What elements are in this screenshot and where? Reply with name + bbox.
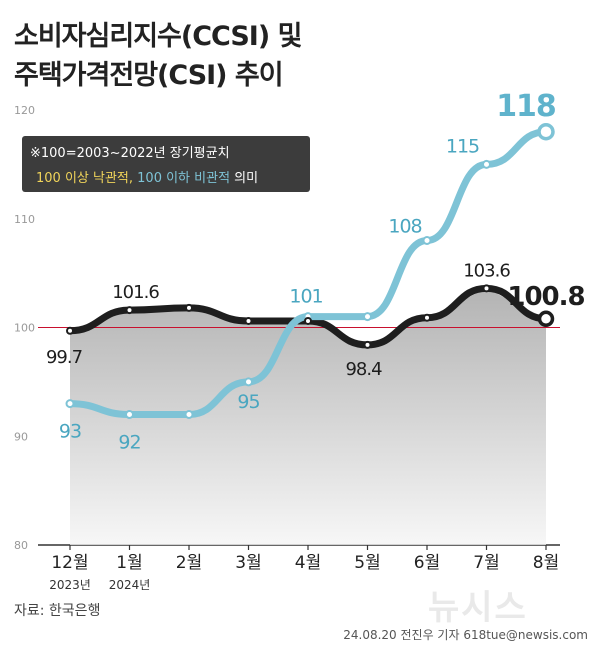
watermark: 뉴시스 [428, 588, 528, 628]
legend-box [22, 136, 310, 192]
csi-data-point [65, 399, 75, 409]
ccsi-area [70, 288, 546, 545]
byline: 24.08.20 전진우 기자 618tue@newsis.com [343, 628, 588, 642]
x-tick-label: 2월 [176, 553, 202, 573]
legend-note: ※100=2003~2022년 장기평균치 [30, 146, 230, 161]
ccsi-data-point [537, 310, 555, 328]
y-tick-label: 90 [14, 430, 28, 443]
x-tick-label: 6월 [414, 553, 440, 573]
csi-data-point [125, 410, 134, 419]
source-note: 자료: 한국은행 [14, 603, 101, 619]
csi-series-line [66, 128, 550, 418]
csi-data-point [422, 236, 432, 245]
csi-data-label: 101 [289, 286, 322, 308]
csi-data-label: 115 [446, 135, 479, 157]
csi-data-point [244, 377, 253, 387]
legend-meaning: 100 이상 낙관적, 100 이하 비관적 의미 [36, 171, 258, 186]
legend-suffix: 의미 [230, 171, 258, 186]
ccsi-series-line [66, 284, 550, 349]
ccsi-data-point [185, 303, 193, 312]
csi-data-label: 95 [237, 391, 259, 413]
csi-data-label: 118 [496, 89, 556, 124]
x-tick-label: 5월 [354, 553, 380, 573]
ccsi-data-label: 98.4 [345, 359, 382, 380]
ccsi-data-point [304, 316, 312, 325]
csi-data-label: 108 [388, 216, 421, 238]
ccsi-data-label: 103.6 [463, 260, 510, 281]
y-tick-label: 120 [14, 104, 35, 117]
x-tick-label: 7월 [473, 553, 499, 573]
chart-title-line-2: 주택가격전망(CSI) 추이 [14, 60, 284, 91]
ccsi-data-point [423, 313, 431, 322]
csi-data-label: 92 [118, 432, 140, 454]
x-tick-label: 12월 [51, 553, 88, 573]
csi-data-point [482, 159, 491, 169]
ccsi-data-label: 101.6 [112, 282, 159, 303]
ccsi-data-point [125, 306, 134, 315]
ccsi-data-label: 99.7 [46, 347, 82, 368]
x-tick-label: 3월 [235, 553, 261, 573]
ccsi-data-point [66, 326, 74, 335]
x-year-label: 2024년 [109, 578, 151, 592]
csi-data-point [184, 410, 194, 419]
y-tick-label: 110 [14, 213, 35, 226]
y-tick-label: 100 [14, 322, 35, 335]
legend-optimistic: 100 이상 낙관적, [36, 171, 133, 186]
y-tick-label: 80 [14, 539, 28, 552]
csi-data-point [537, 123, 555, 141]
x-year-label: 2023년 [49, 578, 91, 592]
legend-pessimistic: 100 이하 비관적 [133, 171, 230, 186]
x-tick-label: 8월 [533, 553, 559, 573]
csi-data-label: 93 [59, 421, 81, 443]
ccsi-data-label: 100.8 [507, 282, 584, 312]
ccsi-data-point [244, 316, 253, 325]
x-tick-label: 4월 [295, 553, 321, 573]
x-tick-label: 1월 [116, 553, 142, 573]
chart-title-line-1: 소비자심리지수(CCSI) 및 [14, 21, 302, 52]
ccsi-data-point [363, 340, 372, 349]
csi-data-point [363, 312, 372, 322]
ccsi-data-point [482, 284, 491, 293]
